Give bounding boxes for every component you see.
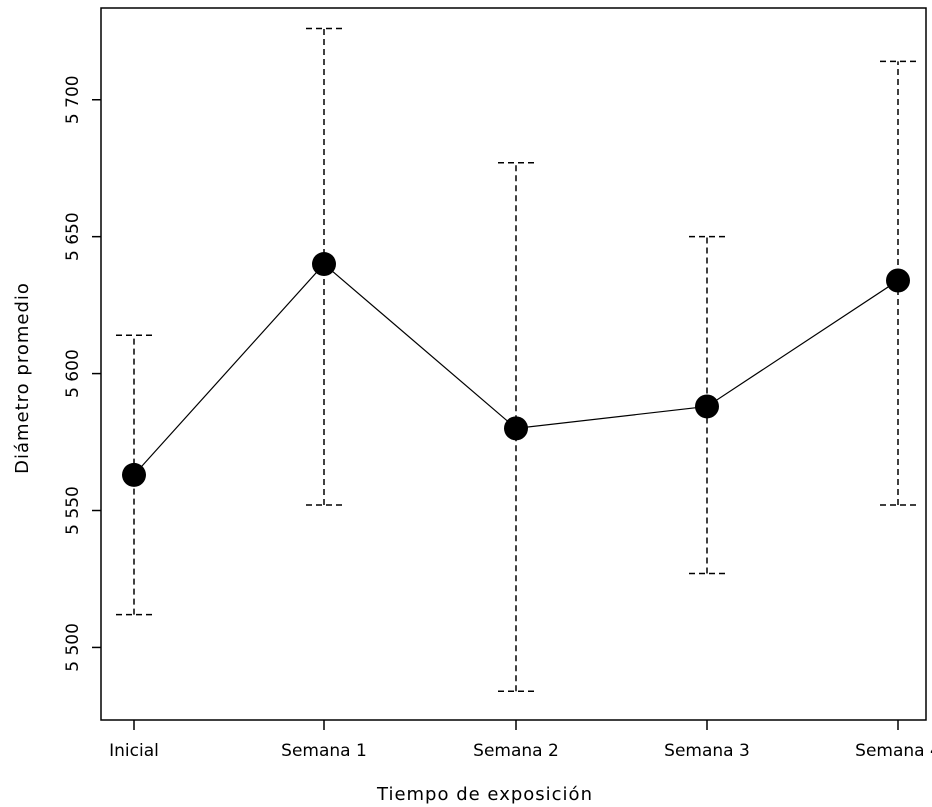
error-bars (116, 27, 916, 692)
data-point-0 (122, 462, 146, 487)
x-tick-label-0: Inicial (109, 741, 159, 761)
data-point-4 (886, 268, 910, 293)
x-axis-title: Tiempo de exposición (376, 784, 593, 805)
data-point-3 (695, 394, 719, 419)
y-tick-label-0: 5 500 (63, 623, 83, 672)
y-tick-label-1: 5 550 (63, 486, 83, 535)
plot-frame (100, 7, 927, 721)
y-tick-label-2: 5 600 (63, 349, 83, 398)
y-axis: 5 500 5 550 5 600 5 650 5 700 (63, 75, 101, 672)
data-point-2 (504, 416, 528, 441)
data-points (122, 252, 910, 487)
x-tick-label-3: Semana 3 (664, 741, 750, 761)
data-point-1 (312, 252, 336, 277)
y-axis-title: Diámetro promedio (12, 282, 33, 474)
y-tick-label-4: 5 700 (63, 75, 83, 124)
x-tick-label-2: Semana 2 (473, 741, 559, 761)
y-tick-label-3: 5 650 (63, 212, 83, 261)
x-tick-label-4: Semana 4 (855, 741, 932, 761)
x-tick-label-1: Semana 1 (281, 741, 367, 761)
x-axis: Inicial Semana 1 Semana 2 Semana 3 Semana 4 (109, 720, 932, 761)
